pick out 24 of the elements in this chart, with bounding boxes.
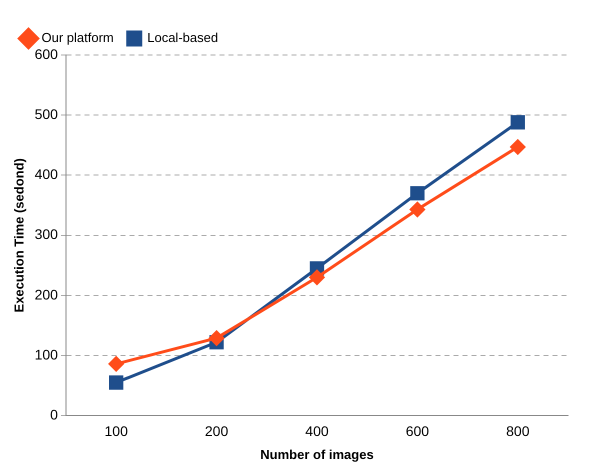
x-tick-label: 600 [406,422,430,439]
point [410,186,425,200]
point [309,270,324,285]
x-tick-label: 200 [204,422,228,439]
x-tick-label: 800 [506,422,530,439]
point [209,330,224,346]
point [109,375,124,390]
y-tick-label: 600 [34,46,58,62]
y-tick-label: 300 [34,226,58,242]
y-tick-label: 400 [34,166,58,182]
y-tick-label: 100 [34,346,58,362]
y-axis-title: Execution Time (sedond) [11,158,26,312]
point [510,115,525,130]
x-tick-label: 400 [305,422,329,439]
point [410,202,425,217]
point [510,139,526,154]
y-tick-label: 0 [50,406,58,422]
legend-label: Our platform [42,30,114,46]
legend-label: Local-based [147,30,218,46]
x-tick-label: 100 [104,422,128,439]
point [108,356,124,372]
x-axis-title: Number of images [260,446,374,462]
y-tick-label: 200 [34,286,58,302]
y-tick-label: 500 [34,106,58,122]
